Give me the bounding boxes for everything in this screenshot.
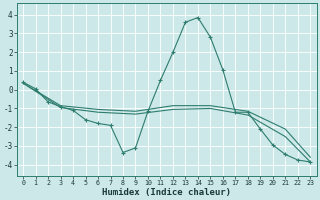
X-axis label: Humidex (Indice chaleur): Humidex (Indice chaleur) bbox=[102, 188, 231, 197]
